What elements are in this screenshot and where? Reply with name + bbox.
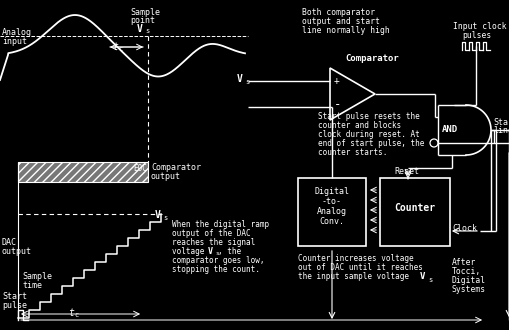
- Text: Comparator: Comparator: [345, 54, 399, 63]
- Text: clock during reset. At: clock during reset. At: [318, 130, 420, 139]
- Text: the input sample voltage: the input sample voltage: [298, 272, 414, 281]
- Text: Analog: Analog: [2, 28, 32, 37]
- Text: After: After: [452, 258, 476, 267]
- Bar: [18, 162, 148, 182]
- Text: counter and blocks: counter and blocks: [318, 121, 401, 130]
- Text: V: V: [137, 24, 143, 34]
- Text: V: V: [208, 247, 213, 256]
- Text: Counter increases voltage: Counter increases voltage: [298, 254, 414, 263]
- Text: Digital: Digital: [452, 276, 486, 285]
- Bar: [298, 178, 366, 246]
- Bar: [380, 178, 450, 246]
- Text: out of DAC until it reaches: out of DAC until it reaches: [298, 263, 423, 272]
- Text: V: V: [420, 272, 426, 281]
- Text: input: input: [2, 37, 27, 46]
- Text: end of start pulse, the: end of start pulse, the: [318, 139, 425, 148]
- Text: Clock: Clock: [452, 224, 477, 233]
- Text: Comparator: Comparator: [151, 163, 201, 172]
- Text: Start pulse resets the: Start pulse resets the: [318, 112, 420, 121]
- Text: s: s: [215, 251, 219, 256]
- Text: Both comparator: Both comparator: [302, 8, 375, 17]
- Text: line normally high: line normally high: [302, 26, 390, 35]
- Text: pulses: pulses: [462, 31, 491, 40]
- Text: DAC: DAC: [2, 238, 17, 247]
- Text: AND: AND: [442, 125, 458, 134]
- Text: c: c: [74, 312, 78, 318]
- Text: stopping the count.: stopping the count.: [172, 265, 260, 274]
- Text: reaches the signal: reaches the signal: [172, 238, 255, 247]
- Text: t: t: [68, 308, 74, 318]
- Polygon shape: [330, 68, 375, 120]
- Text: comparator goes low,: comparator goes low,: [172, 256, 265, 265]
- Text: V: V: [155, 210, 161, 220]
- Text: EOC: EOC: [133, 164, 147, 173]
- Text: -: -: [334, 98, 342, 111]
- Text: voltage: voltage: [172, 247, 209, 256]
- Text: output and start: output and start: [302, 17, 380, 26]
- Text: output: output: [151, 172, 181, 181]
- Text: Reset: Reset: [394, 167, 419, 176]
- Text: Digital: Digital: [315, 187, 350, 196]
- Circle shape: [430, 139, 438, 147]
- Text: When the digital ramp: When the digital ramp: [172, 220, 269, 229]
- Text: , the: , the: [218, 247, 241, 256]
- Text: Tocci,: Tocci,: [452, 267, 481, 276]
- Text: Sample: Sample: [130, 8, 160, 17]
- Text: s: s: [145, 28, 149, 34]
- Text: V: V: [237, 74, 243, 84]
- Text: Start: Start: [2, 292, 27, 301]
- Text: -to-: -to-: [322, 197, 342, 206]
- Text: t: t: [112, 42, 118, 52]
- Text: time: time: [22, 281, 42, 290]
- Text: s: s: [163, 215, 167, 221]
- Text: Analog: Analog: [317, 207, 347, 216]
- Text: Conv.: Conv.: [320, 217, 345, 226]
- Text: output: output: [2, 247, 32, 256]
- Text: line: line: [493, 126, 509, 135]
- Text: output of the DAC: output of the DAC: [172, 229, 250, 238]
- Text: Systems: Systems: [452, 285, 486, 294]
- Text: Start: Start: [493, 118, 509, 127]
- Text: point: point: [130, 16, 155, 25]
- Text: s: s: [428, 277, 432, 283]
- Text: s: s: [245, 79, 249, 85]
- Text: counter starts.: counter starts.: [318, 148, 387, 157]
- Text: Input clock: Input clock: [453, 22, 506, 31]
- Text: Sample: Sample: [22, 272, 52, 281]
- Text: c: c: [118, 46, 122, 52]
- Text: pulse: pulse: [2, 301, 27, 310]
- Text: +: +: [334, 76, 340, 86]
- Text: Counter: Counter: [394, 203, 436, 213]
